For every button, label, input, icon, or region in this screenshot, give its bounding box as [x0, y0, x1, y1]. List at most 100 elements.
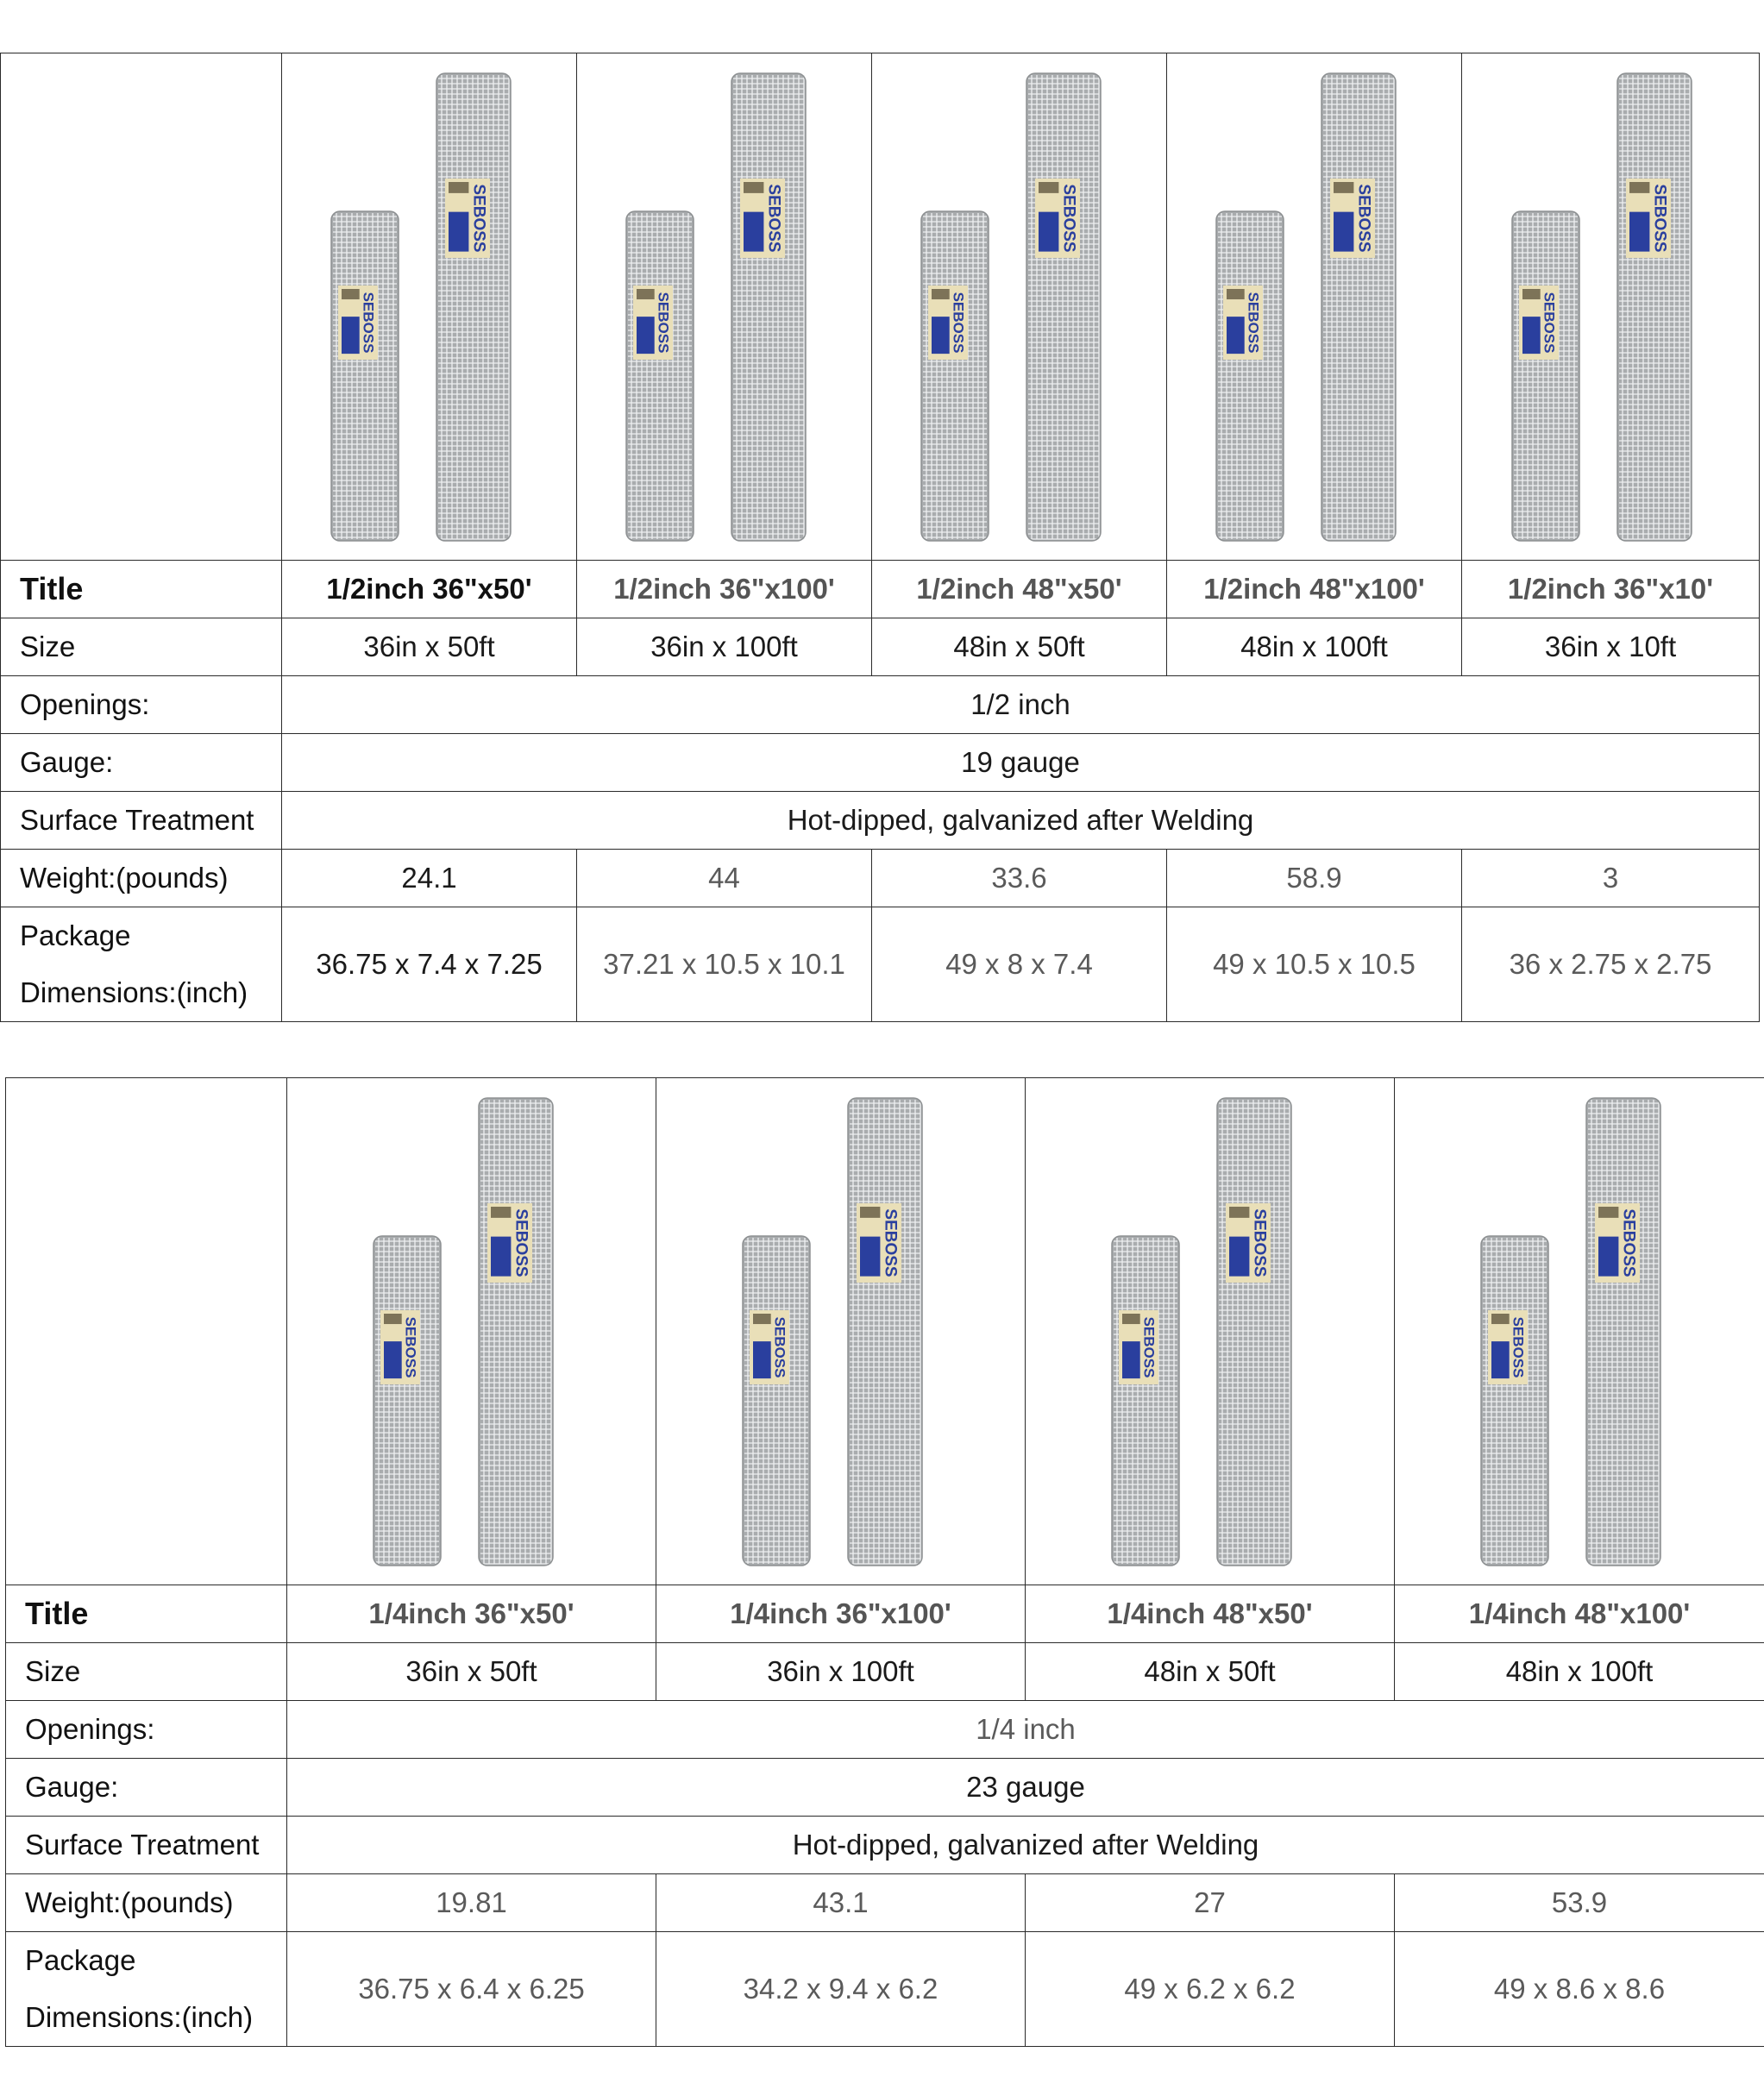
openings-row: Openings: 1/2 inch — [0, 675, 1760, 734]
row-label-size: Size — [0, 618, 282, 676]
svg-text:SEBOSS: SEBOSS — [1541, 292, 1558, 353]
title-row: Title 1/4inch 36"x50' 1/4inch 36"x100' 1… — [5, 1585, 1764, 1643]
openings-value: 1/2 inch — [281, 675, 1760, 734]
size-value: 36in x 50ft — [281, 618, 577, 676]
size-value: 48in x 50ft — [1025, 1642, 1395, 1701]
package-row: Package Dimensions:(inch) 36.75 x 7.4 x … — [0, 907, 1760, 1022]
row-label-surface: Surface Treatment — [5, 1816, 287, 1874]
svg-text:SEBOSS: SEBOSS — [656, 292, 672, 353]
svg-text:SEBOSS: SEBOSS — [512, 1208, 530, 1277]
row-label-surface: Surface Treatment — [0, 791, 282, 850]
row-label-gauge: Gauge: — [5, 1758, 287, 1817]
column-title: 1/4inch 48"x50' — [1025, 1585, 1395, 1643]
weight-row: Weight:(pounds) 24.1 44 33.6 58.9 3 — [0, 849, 1760, 907]
svg-text:SEBOSS: SEBOSS — [881, 1208, 899, 1277]
weight-value: 58.9 — [1166, 849, 1462, 907]
gauge-value: 23 gauge — [286, 1758, 1764, 1817]
image-row: SEBOSS SEBOSS SEBOSS SEBOSS SEBOSS SEBOSS S… — [0, 53, 1760, 561]
openings-row: Openings: 1/4 inch — [5, 1700, 1764, 1759]
row-label-weight: Weight:(pounds) — [0, 849, 282, 907]
title-row: Title 1/2inch 36"x50' 1/2inch 36"x100' 1… — [0, 560, 1760, 618]
corner-cell — [0, 53, 282, 561]
surface-value: Hot-dipped, galvanized after Welding — [286, 1816, 1764, 1874]
wire-mesh-roll-icon: SEBOSS SEBOSS — [1111, 1096, 1292, 1566]
svg-text:SEBOSS: SEBOSS — [361, 292, 377, 353]
row-label-openings: Openings: — [0, 675, 282, 734]
weight-value: 43.1 — [656, 1873, 1026, 1932]
wire-mesh-roll-icon: SEBOSS SEBOSS — [1215, 72, 1397, 542]
svg-text:SEBOSS: SEBOSS — [1354, 184, 1372, 252]
wire-mesh-roll-icon: SEBOSS SEBOSS — [920, 72, 1102, 542]
svg-text:SEBOSS: SEBOSS — [469, 184, 487, 252]
weight-value: 24.1 — [281, 849, 577, 907]
row-label-package-line2: Dimensions:(inch) — [25, 2001, 254, 2033]
svg-text:SEBOSS: SEBOSS — [764, 184, 782, 252]
weight-value: 33.6 — [871, 849, 1167, 907]
svg-text:SEBOSS: SEBOSS — [1246, 292, 1262, 353]
row-label-title: Title — [0, 560, 282, 618]
wire-mesh-roll-icon: SEBOSS SEBOSS — [1480, 1096, 1661, 1566]
product-image-cell: SEBOSS SEBOSS — [286, 1077, 656, 1585]
product-image-cell: SEBOSS SEBOSS — [576, 53, 872, 561]
package-value: 49 x 6.2 x 6.2 — [1025, 1931, 1395, 2047]
size-value: 36in x 100ft — [576, 618, 872, 676]
product-image-cell: SEBOSS SEBOSS — [871, 53, 1167, 561]
image-row: SEBOSS SEBOSS SEBOSS SEBOSS SEBOSS SEBOSS S… — [5, 1077, 1764, 1585]
column-title: 1/2inch 48"x100' — [1166, 560, 1462, 618]
svg-text:SEBOSS: SEBOSS — [1619, 1208, 1637, 1277]
size-value: 48in x 100ft — [1166, 618, 1462, 676]
package-value: 37.21 x 10.5 x 10.1 — [576, 907, 872, 1022]
column-title: 1/2inch 48"x50' — [871, 560, 1167, 618]
row-label-size: Size — [5, 1642, 287, 1701]
weight-row: Weight:(pounds) 19.81 43.1 27 53.9 — [5, 1873, 1764, 1932]
row-label-package: Package Dimensions:(inch) — [5, 1931, 287, 2047]
row-label-package-line1: Package — [25, 1944, 136, 1976]
package-value: 49 x 8.6 x 8.6 — [1394, 1931, 1764, 2047]
product-image-cell: SEBOSS SEBOSS — [1166, 53, 1462, 561]
column-title: 1/2inch 36"x10' — [1461, 560, 1760, 618]
row-label-package-line2: Dimensions:(inch) — [20, 976, 248, 1008]
row-label-title: Title — [5, 1585, 287, 1643]
surface-value: Hot-dipped, galvanized after Welding — [281, 791, 1760, 850]
package-value: 36.75 x 6.4 x 6.25 — [286, 1931, 656, 2047]
wire-mesh-roll-icon: SEBOSS SEBOSS — [1511, 72, 1692, 542]
wire-mesh-roll-icon: SEBOSS SEBOSS — [625, 72, 807, 542]
svg-text:SEBOSS: SEBOSS — [951, 292, 967, 353]
wire-mesh-roll-icon: SEBOSS SEBOSS — [373, 1096, 554, 1566]
size-value: 36in x 100ft — [656, 1642, 1026, 1701]
row-label-package: Package Dimensions:(inch) — [0, 907, 282, 1022]
package-value: 49 x 8 x 7.4 — [871, 907, 1167, 1022]
column-title: 1/2inch 36"x100' — [576, 560, 872, 618]
surface-row: Surface Treatment Hot-dipped, galvanized… — [0, 791, 1760, 850]
product-image-cell: SEBOSS SEBOSS — [1394, 1077, 1764, 1585]
size-row: Size 36in x 50ft 36in x 100ft 48in x 50f… — [5, 1642, 1764, 1701]
openings-value: 1/4 inch — [286, 1700, 1764, 1759]
svg-text:SEBOSS: SEBOSS — [403, 1316, 419, 1377]
svg-text:SEBOSS: SEBOSS — [1650, 184, 1668, 252]
weight-value: 27 — [1025, 1873, 1395, 1932]
size-value: 48in x 100ft — [1394, 1642, 1764, 1701]
gauge-row: Gauge: 23 gauge — [5, 1758, 1764, 1817]
size-value: 48in x 50ft — [871, 618, 1167, 676]
surface-row: Surface Treatment Hot-dipped, galvanized… — [5, 1816, 1764, 1874]
size-value: 36in x 10ft — [1461, 618, 1760, 676]
weight-value: 19.81 — [286, 1873, 656, 1932]
column-title: 1/4inch 48"x100' — [1394, 1585, 1764, 1643]
size-row: Size 36in x 50ft 36in x 100ft 48in x 50f… — [0, 618, 1760, 676]
row-label-gauge: Gauge: — [0, 733, 282, 792]
row-label-weight: Weight:(pounds) — [5, 1873, 287, 1932]
product-image-cell: SEBOSS SEBOSS — [656, 1077, 1026, 1585]
weight-value: 3 — [1461, 849, 1760, 907]
product-image-cell: SEBOSS SEBOSS — [281, 53, 577, 561]
weight-value: 44 — [576, 849, 872, 907]
package-value: 49 x 10.5 x 10.5 — [1166, 907, 1462, 1022]
svg-text:SEBOSS: SEBOSS — [1059, 184, 1077, 252]
size-value: 36in x 50ft — [286, 1642, 656, 1701]
product-image-cell: SEBOSS SEBOSS — [1025, 1077, 1395, 1585]
column-title: 1/4inch 36"x50' — [286, 1585, 656, 1643]
package-value: 36 x 2.75 x 2.75 — [1461, 907, 1760, 1022]
svg-text:SEBOSS: SEBOSS — [1510, 1316, 1527, 1377]
spec-table-half-inch: SEBOSS SEBOSS SEBOSS SEBOSS SEBOSS SEBOSS S… — [0, 53, 1760, 1022]
row-label-openings: Openings: — [5, 1700, 287, 1759]
svg-text:SEBOSS: SEBOSS — [772, 1316, 788, 1377]
